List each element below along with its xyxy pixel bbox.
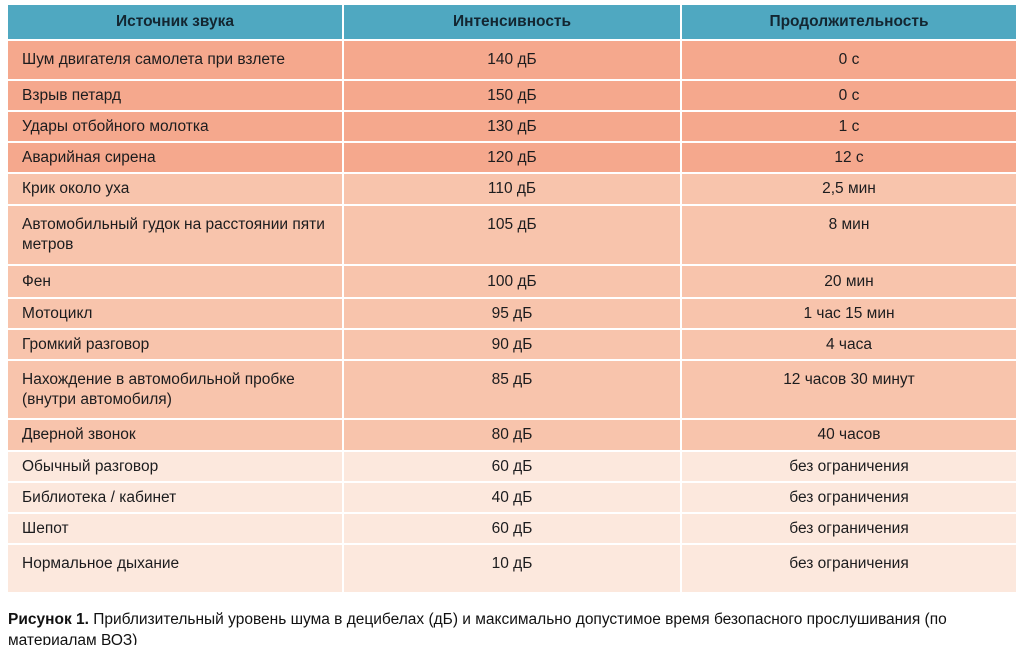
cell-sound-source: Крик около уха: [8, 174, 342, 204]
table-body: Шум двигателя самолета при взлете 140 дБ 0…: [8, 41, 1016, 592]
table-row: Мотоцикл 95 дБ 1 час 15 мин: [8, 299, 1016, 328]
cell-intensity: 60 дБ: [344, 452, 680, 481]
cell-sound-source: Громкий разговор: [8, 330, 342, 359]
cell-duration: 1 час 15 мин: [682, 299, 1016, 328]
figure-caption-text: Приблизительный уровень шума в децибелах…: [8, 611, 947, 645]
table-row: Библиотека / кабинет 40 дБ без ограничения: [8, 483, 1016, 512]
table-header-row: Источник звука Интенсивность Продолжител…: [8, 5, 1016, 39]
cell-sound-source: Удары отбойного молотка: [8, 112, 342, 141]
figure-caption-label: Рисунок 1.: [8, 611, 89, 628]
table-row: Фен 100 дБ 20 мин: [8, 266, 1016, 297]
table-row: Громкий разговор 90 дБ 4 часа: [8, 330, 1016, 359]
cell-duration: без ограничения: [682, 483, 1016, 512]
cell-sound-source: Шепот: [8, 514, 342, 543]
cell-intensity: 90 дБ: [344, 330, 680, 359]
cell-sound-source: Взрыв петард: [8, 81, 342, 110]
table-row: Аварийная сирена 120 дБ 12 с: [8, 143, 1016, 172]
cell-intensity: 105 дБ: [344, 206, 680, 264]
cell-sound-source: Мотоцикл: [8, 299, 342, 328]
cell-sound-source: Шум двигателя самолета при взлете: [8, 41, 342, 79]
cell-sound-source: Нахождение в автомобильной пробке (внутр…: [8, 361, 342, 418]
cell-sound-source: Аварийная сирена: [8, 143, 342, 172]
cell-intensity: 80 дБ: [344, 420, 680, 450]
cell-duration: 40 часов: [682, 420, 1016, 450]
column-header-intensity: Интенсивность: [344, 5, 680, 39]
cell-intensity: 120 дБ: [344, 143, 680, 172]
cell-duration: 0 с: [682, 41, 1016, 79]
column-header-sound-source: Источник звука: [8, 5, 342, 39]
cell-sound-source: Автомобильный гудок на расстоянии пяти м…: [8, 206, 342, 264]
cell-duration: 12 с: [682, 143, 1016, 172]
table-row: Обычный разговор 60 дБ без ограничения: [8, 452, 1016, 481]
cell-intensity: 110 дБ: [344, 174, 680, 204]
cell-intensity: 10 дБ: [344, 545, 680, 592]
cell-sound-source: Библиотека / кабинет: [8, 483, 342, 512]
table-row: Удары отбойного молотка 130 дБ 1 с: [8, 112, 1016, 141]
cell-duration: 12 часов 30 минут: [682, 361, 1016, 418]
cell-intensity: 40 дБ: [344, 483, 680, 512]
table-row: Дверной звонок 80 дБ 40 часов: [8, 420, 1016, 450]
cell-duration: 0 с: [682, 81, 1016, 110]
table-row: Нормальное дыхание 10 дБ без ограничения: [8, 545, 1016, 592]
cell-duration: 20 мин: [682, 266, 1016, 297]
cell-duration: 8 мин: [682, 206, 1016, 264]
cell-duration: без ограничения: [682, 452, 1016, 481]
table-row: Шум двигателя самолета при взлете 140 дБ 0…: [8, 41, 1016, 79]
cell-duration: 1 с: [682, 112, 1016, 141]
cell-sound-source: Фен: [8, 266, 342, 297]
figure-caption: Рисунок 1. Приблизительный уровень шума …: [8, 609, 1016, 645]
cell-sound-source: Нормальное дыхание: [8, 545, 342, 592]
table-row: Нахождение в автомобильной пробке (внутр…: [8, 361, 1016, 418]
column-header-duration: Продолжительность: [682, 5, 1016, 39]
cell-duration: без ограничения: [682, 545, 1016, 592]
cell-intensity: 130 дБ: [344, 112, 680, 141]
cell-intensity: 100 дБ: [344, 266, 680, 297]
cell-sound-source: Дверной звонок: [8, 420, 342, 450]
cell-intensity: 150 дБ: [344, 81, 680, 110]
cell-intensity: 85 дБ: [344, 361, 680, 418]
table-row: Шепот 60 дБ без ограничения: [8, 514, 1016, 543]
table-row: Крик около уха 110 дБ 2,5 мин: [8, 174, 1016, 204]
cell-duration: 2,5 мин: [682, 174, 1016, 204]
cell-intensity: 95 дБ: [344, 299, 680, 328]
cell-intensity: 140 дБ: [344, 41, 680, 79]
cell-duration: без ограничения: [682, 514, 1016, 543]
cell-intensity: 60 дБ: [344, 514, 680, 543]
table-row: Взрыв петард 150 дБ 0 с: [8, 81, 1016, 110]
cell-sound-source: Обычный разговор: [8, 452, 342, 481]
cell-duration: 4 часа: [682, 330, 1016, 359]
noise-levels-table: Источник звука Интенсивность Продолжител…: [8, 5, 1016, 592]
table-row: Автомобильный гудок на расстоянии пяти м…: [8, 206, 1016, 264]
